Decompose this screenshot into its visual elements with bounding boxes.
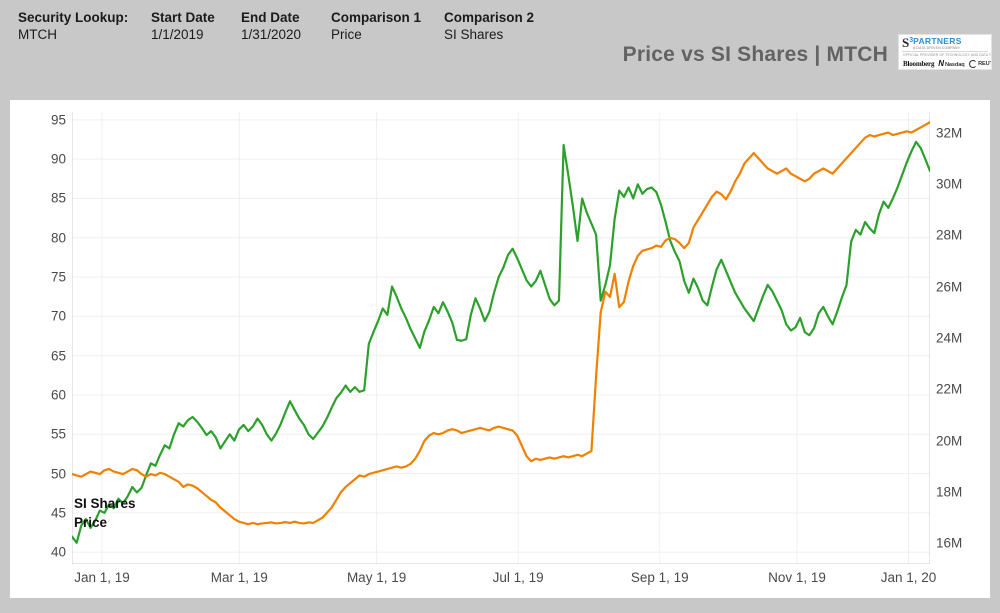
y-axis-left-tick: 40 (50, 544, 66, 560)
x-axis-tick: Nov 1, 19 (768, 570, 826, 585)
y-axis-left-tick: 60 (50, 387, 66, 403)
y-axis-left-tick: 95 (50, 112, 66, 128)
y-axis-right-tick: 26M (936, 279, 963, 295)
y-axis-right-tick: 18M (936, 484, 963, 500)
y-axis-right-tick: 24M (936, 330, 963, 346)
param-value: 1/1/2019 (151, 27, 204, 42)
y-axis-left-tick: 80 (50, 230, 66, 246)
y-axis-left-tick: 65 (50, 348, 66, 364)
reuters-label: REUTERS (978, 60, 991, 67)
y-axis-right-tick: 32M (936, 125, 963, 141)
y-axis-left-tick: 85 (50, 190, 66, 206)
param-comparison-2[interactable]: Comparison 2 SI Shares (444, 9, 554, 44)
series-lines (72, 121, 930, 544)
gridlines (72, 112, 930, 564)
x-axis-tick: Sep 1, 19 (630, 570, 689, 585)
logo-divider (902, 51, 988, 52)
y-axis-left-tick: 45 (50, 505, 66, 521)
logo-subtitle: A DATA DRIVEN COMPANY (913, 46, 961, 50)
x-axis-tick: Mar 1, 19 (210, 570, 268, 585)
param-label: End Date (241, 10, 300, 25)
y-axis-left-tick: 55 (50, 426, 66, 442)
series-line-si-shares (72, 121, 930, 526)
reuters-mark-icon (968, 59, 977, 68)
y-axis-right-tick: 28M (936, 227, 963, 243)
annotation-si-shares: SI Shares (74, 496, 136, 511)
logo-tagline: OFFICIAL PROVIDER OF TECHNOLOGY AND DATA… (903, 53, 992, 57)
nasdaq-mark-icon: N (938, 59, 944, 68)
s3-partners-logo: S 3 PARTNERS A DATA DRIVEN COMPANY OFFIC… (898, 34, 992, 70)
x-axis-tick: Jan 1, 20 (880, 570, 937, 585)
nasdaq-label: Nasdaq (944, 62, 965, 68)
param-label: Comparison 1 (331, 10, 422, 25)
y-axis-left-tick: 90 (50, 151, 66, 167)
bloomberg-logo: Bloomberg (903, 59, 935, 68)
param-label: Comparison 2 (444, 10, 535, 25)
nasdaq-logo: NNasdaq (938, 59, 964, 68)
page-title: Price vs SI Shares | MTCH (622, 43, 888, 66)
header-bar: Security Lookup: MTCH Start Date 1/1/201… (0, 0, 1000, 100)
logo-digit-3: 3 (909, 37, 914, 44)
y-axis-left-tick: 70 (50, 308, 66, 324)
reuters-logo: REUTERS (968, 59, 991, 68)
logo-partners-text: PARTNERS (913, 36, 962, 46)
plot-area[interactable] (72, 112, 930, 564)
chart-card: 40 45 50 55 60 65 70 75 80 85 90 95 16M 18M 20M 22M 24M… (10, 100, 990, 598)
series-line-price (72, 140, 930, 544)
x-axis-tick: Jul 1, 19 (492, 570, 544, 585)
y-axis-right-tick: 22M (936, 381, 963, 397)
x-axis: Jan 1, 19 Mar 1, 19 May 1, 19 Jul 1, 19 Sep … (72, 570, 936, 594)
line-chart-svg (72, 112, 930, 564)
y-axis-right-tick: 20M (936, 433, 963, 449)
parameter-bar: Security Lookup: MTCH Start Date 1/1/201… (18, 9, 554, 44)
param-value: 1/31/2020 (241, 27, 302, 42)
logo-data-providers: Bloomberg NNasdaq REUTERS (903, 59, 991, 68)
param-label: Security Lookup: (18, 10, 129, 25)
param-value: Price (331, 27, 362, 42)
y-axis-right: 16M 18M 20M 22M 24M 26M 28M 30M 32M (936, 112, 990, 564)
y-axis-right-tick: 16M (936, 535, 963, 551)
y-axis-left: 40 45 50 55 60 65 70 75 80 85 90 95 (10, 112, 66, 564)
y-axis-left-tick: 50 (50, 466, 66, 482)
param-comparison-1[interactable]: Comparison 1 Price (331, 9, 444, 44)
logo-wordmark: S 3 PARTNERS (902, 35, 962, 50)
param-start-date[interactable]: Start Date 1/1/2019 (151, 9, 241, 44)
annotation-price: Price (74, 515, 108, 530)
param-security-lookup[interactable]: Security Lookup: MTCH (18, 9, 151, 44)
param-label: Start Date (151, 10, 215, 25)
y-axis-left-tick: 75 (50, 269, 66, 285)
logo-letter-s: S (902, 35, 910, 50)
param-end-date[interactable]: End Date 1/31/2020 (241, 9, 331, 44)
x-axis-tick: Jan 1, 19 (74, 570, 130, 585)
param-value: SI Shares (444, 27, 504, 42)
y-axis-right-tick: 30M (936, 176, 963, 192)
param-value: MTCH (18, 27, 57, 42)
x-axis-tick: May 1, 19 (346, 570, 407, 585)
